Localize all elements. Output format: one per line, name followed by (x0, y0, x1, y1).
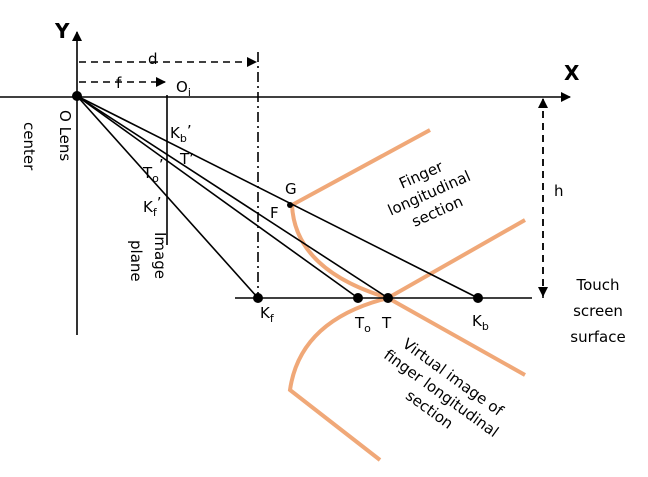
origin-label: O Lens (56, 110, 74, 161)
point-dot (253, 293, 263, 303)
surface-label: surface (570, 328, 625, 346)
surface-label: Touch (575, 276, 619, 294)
point-dot (353, 293, 363, 303)
surface-point-label: Kb (472, 312, 489, 333)
oi-label: Oi (176, 78, 191, 99)
image-point-label: Kf’ (143, 194, 162, 219)
point-dot (383, 293, 393, 303)
finger-shapes (287, 128, 526, 462)
point-g-label: G (285, 180, 297, 198)
h-label: h (554, 182, 564, 200)
surface-point-label: To (354, 314, 371, 335)
x-axis-label: X (564, 61, 580, 85)
point-f-label: F (270, 204, 279, 222)
ray (76, 95, 259, 299)
image-point-label: T’ (179, 150, 194, 168)
surface-point-label: T (381, 314, 392, 332)
surface-point-label: Kf (260, 304, 275, 325)
origin-caption: center (20, 122, 38, 171)
d-label: d (148, 50, 158, 68)
surface-label: screen (573, 302, 623, 320)
y-axis-label: Y (54, 19, 70, 43)
image-point-label: To’ (142, 156, 164, 185)
ray (76, 95, 389, 299)
ray (76, 95, 359, 299)
origin-dot (72, 91, 82, 101)
finger-label: Finger longitudinal section (385, 157, 473, 231)
image-point-label: Kb’ (170, 122, 192, 145)
f-label: f (116, 74, 122, 92)
point-dot (287, 202, 293, 208)
finger-section (289, 128, 526, 301)
points (72, 91, 483, 303)
virtual-finger (287, 296, 526, 462)
image-plane-label: plane (127, 240, 145, 282)
point-dot (473, 293, 483, 303)
ray (76, 95, 479, 299)
virtual-label: Virtual image of finger longitudinal sec… (380, 335, 507, 441)
image-plane-label: Image (151, 232, 169, 279)
rays (76, 95, 479, 299)
